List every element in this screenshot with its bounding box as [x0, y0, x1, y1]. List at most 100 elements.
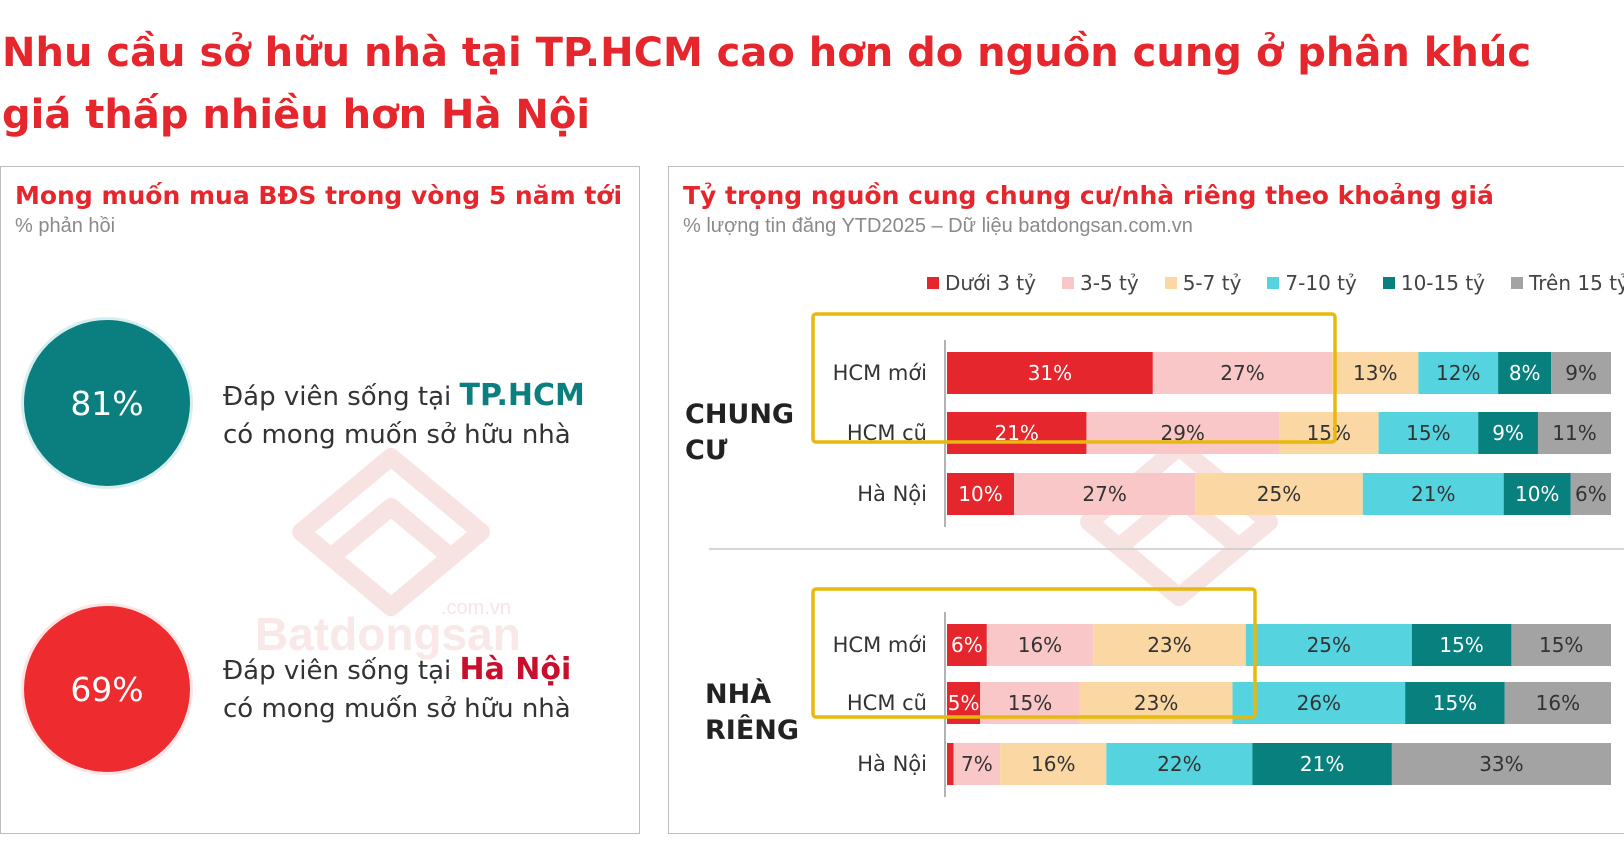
legend-label: 3-5 tỷ [1080, 271, 1139, 295]
row-label: HCM mới [833, 361, 927, 385]
legend-item: 10-15 tỷ [1382, 271, 1485, 295]
data-label: 11% [1552, 421, 1596, 445]
bar-segment [947, 743, 954, 785]
bar-segment [1086, 412, 1279, 454]
legend-item: 3-5 tỷ [1062, 271, 1139, 295]
legend-item: Dưới 3 tỷ [927, 271, 1036, 295]
legend-item: 7-10 tỷ [1267, 271, 1357, 295]
highlight-box-house [811, 587, 1257, 719]
bar-segment [1378, 412, 1479, 454]
watermark-logo [292, 448, 490, 616]
bar-segment [1000, 743, 1107, 785]
legend-item: Trên 15 tỷ [1511, 271, 1624, 295]
data-label: 10% [1515, 482, 1559, 506]
legend-swatch [1382, 277, 1395, 289]
legend-label: Dưới 3 tỷ [945, 271, 1036, 295]
data-label: 33% [1479, 752, 1523, 776]
supply-panel: Tỷ trọng nguồn cung chung cư/nhà riêng t… [668, 166, 1624, 834]
hcm-stat-highlight: TP.HCM [459, 378, 585, 413]
data-label: 16% [1018, 633, 1062, 657]
hcm-stat-prefix: Đáp viên sống tại [223, 382, 460, 412]
data-label: 25% [1307, 633, 1351, 657]
legend-swatch [1164, 277, 1177, 289]
data-label: 27% [1220, 361, 1264, 385]
data-label: 15% [1433, 691, 1477, 715]
data-label: 23% [1147, 633, 1191, 657]
data-label: 10% [958, 482, 1002, 506]
legend-swatch [1267, 277, 1280, 289]
data-label: 21% [1300, 752, 1344, 776]
bar-segment [1511, 624, 1611, 666]
hcm-stat-circle: 81% [21, 317, 193, 489]
bar-segment [1252, 743, 1392, 785]
group-label-line: NHÀ [705, 679, 772, 710]
hcm-stat-text: Đáp viên sống tại TP.HCM có mong muốn sở… [223, 377, 585, 454]
bar-segment [1405, 682, 1505, 724]
bar-segment [1503, 473, 1571, 515]
group-label-line: RIÊNG [705, 715, 800, 746]
bar-segment [1195, 473, 1363, 515]
bar-segment [1498, 352, 1552, 394]
legend-label: 10-15 tỷ [1400, 271, 1485, 295]
bar-segment [1279, 412, 1379, 454]
data-label: 6% [951, 633, 983, 657]
legend-swatch [927, 277, 939, 289]
hanoi-stat-line2: có mong muốn sở hữu nhà [223, 694, 571, 724]
bar-segment [1232, 682, 1406, 724]
bar-segment [1418, 352, 1499, 394]
chart-legend: Dưới 3 tỷ 3-5 tỷ 5-7 tỷ 7-10 tỷ 10-15 tỷ Trên… [927, 271, 1624, 295]
row-label: HCM mới [833, 633, 927, 657]
survey-panel-title: Mong muốn mua BĐS trong vòng 5 năm tới [15, 181, 623, 210]
hanoi-stat-prefix: Đáp viên sống tại [223, 656, 460, 686]
survey-panel-subtitle: % phản hồi [15, 215, 116, 237]
highlight-box-apartment [811, 312, 1337, 444]
bar-segment [947, 412, 1087, 454]
bar-segment [1478, 412, 1538, 454]
data-label: 8% [1509, 361, 1541, 385]
bar-segment [1106, 743, 1253, 785]
group-label-line: CƯ [685, 435, 728, 466]
data-label: 12% [1436, 361, 1480, 385]
data-label: 9% [1565, 361, 1597, 385]
data-label: 26% [1297, 691, 1341, 715]
legend-label: 7-10 tỷ [1285, 271, 1357, 295]
stacked-bar-chart: HCM mới 31% 27% 13% 12% 8% 9%HCM cũ 21% 29% 15% 15… [709, 312, 1624, 797]
data-label: 16% [1031, 752, 1075, 776]
data-label: 15% [1539, 633, 1583, 657]
row-label: HCM cũ [847, 691, 927, 715]
bar-segment [1093, 624, 1246, 666]
hcm-stat-line2: có mong muốn sở hữu nhà [223, 420, 571, 450]
bar-segment [947, 624, 987, 666]
data-label: 21% [1411, 482, 1455, 506]
bar-segment [1391, 743, 1611, 785]
data-label: 25% [1257, 482, 1301, 506]
bar-segment [1152, 352, 1333, 394]
group-label-apartment: CHUNG CƯ [685, 397, 794, 469]
data-label: 15% [1008, 691, 1052, 715]
data-label: 6% [1575, 482, 1607, 506]
supply-panel-title: Tỷ trọng nguồn cung chung cư/nhà riêng t… [683, 181, 1494, 210]
bar-segment [1551, 352, 1611, 394]
data-label: 16% [1536, 691, 1580, 715]
data-label: 5% [948, 691, 980, 715]
data-label: 15% [1439, 633, 1483, 657]
data-label: 9% [1492, 421, 1524, 445]
data-label: 22% [1157, 752, 1201, 776]
hanoi-stat-circle: 69% [21, 603, 193, 775]
hanoi-stat-highlight: Hà Nội [459, 652, 572, 687]
data-label: 31% [1028, 361, 1072, 385]
legend-item: 5-7 tỷ [1164, 271, 1242, 295]
bar-segment [986, 624, 1094, 666]
bar-segment [947, 473, 1015, 515]
legend-label: 5-7 tỷ [1182, 271, 1242, 295]
row-label: Hà Nội [857, 752, 927, 776]
group-label-house: NHÀ RIÊNG [705, 677, 799, 749]
watermark-text: Batdongsan [255, 608, 521, 660]
data-label: 7% [961, 752, 993, 776]
survey-panel: Mong muốn mua BĐS trong vòng 5 năm tới %… [0, 166, 640, 834]
bar-segment [1332, 352, 1419, 394]
page-title: Nhu cầu sở hữu nhà tại TP.HCM cao hơn do… [2, 30, 1532, 138]
data-label: 23% [1134, 691, 1178, 715]
data-label: 27% [1082, 482, 1126, 506]
bar-segment [1504, 682, 1611, 724]
